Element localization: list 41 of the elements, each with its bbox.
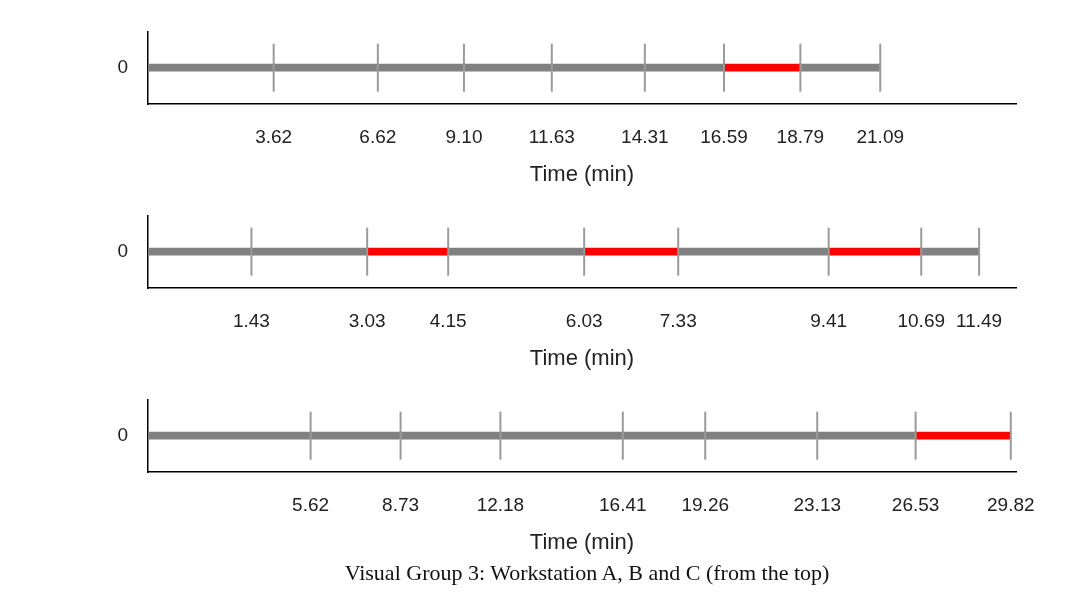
x-tick-label: 3.62 (255, 125, 293, 147)
x-tick-label: 14.31 (621, 125, 669, 147)
x-tick-label: 10.69 (897, 309, 946, 331)
x-axis-title: Time (min) (529, 344, 635, 370)
text: Visual Group 3: Workstation A, B and C (from the top) (343, 560, 831, 586)
bar (148, 63, 725, 72)
bar (677, 247, 829, 256)
y-tick-label: 0 (117, 55, 128, 77)
x-tick-label: 29.82 (987, 493, 1035, 515)
bar (447, 247, 585, 256)
x-axis-title: Time (min) (529, 160, 635, 186)
x-tick-label: 5.62 (292, 493, 330, 515)
x-axis-title: Time (min) (529, 528, 635, 554)
x-tick-label: 11.49 (956, 309, 1003, 331)
x-tick-label: 16.41 (599, 493, 647, 515)
x-tick-label: 21.09 (856, 125, 905, 147)
bar (723, 63, 801, 72)
x-tick-label: 9.10 (445, 125, 483, 147)
x-tick-label: 16.59 (700, 125, 748, 147)
x-tick-label: 8.73 (382, 493, 420, 515)
x-tick-label: 7.33 (659, 309, 697, 331)
x-tick-label: 1.43 (232, 309, 270, 331)
bar (366, 247, 449, 256)
bar (148, 247, 368, 256)
bar (583, 247, 679, 256)
bar (920, 247, 980, 256)
x-tick-label: 9.41 (810, 309, 848, 331)
x-tick-label: 19.26 (681, 493, 730, 515)
x-tick-label: 4.15 (429, 309, 467, 331)
x-tick-label: 23.13 (793, 493, 841, 515)
bar (828, 247, 922, 256)
y-tick-label: 0 (117, 239, 128, 261)
x-tick-label: 11.63 (528, 125, 575, 147)
x-tick-label: 12.18 (476, 493, 525, 515)
x-tick-label: 3.03 (348, 309, 386, 331)
y-tick-label: 0 (117, 423, 128, 445)
x-tick-label: 6.03 (565, 309, 603, 331)
x-tick-label: 6.62 (359, 125, 397, 147)
x-tick-label: 18.79 (776, 125, 825, 147)
bar (800, 63, 881, 72)
x-tick-label: 26.53 (891, 493, 940, 515)
